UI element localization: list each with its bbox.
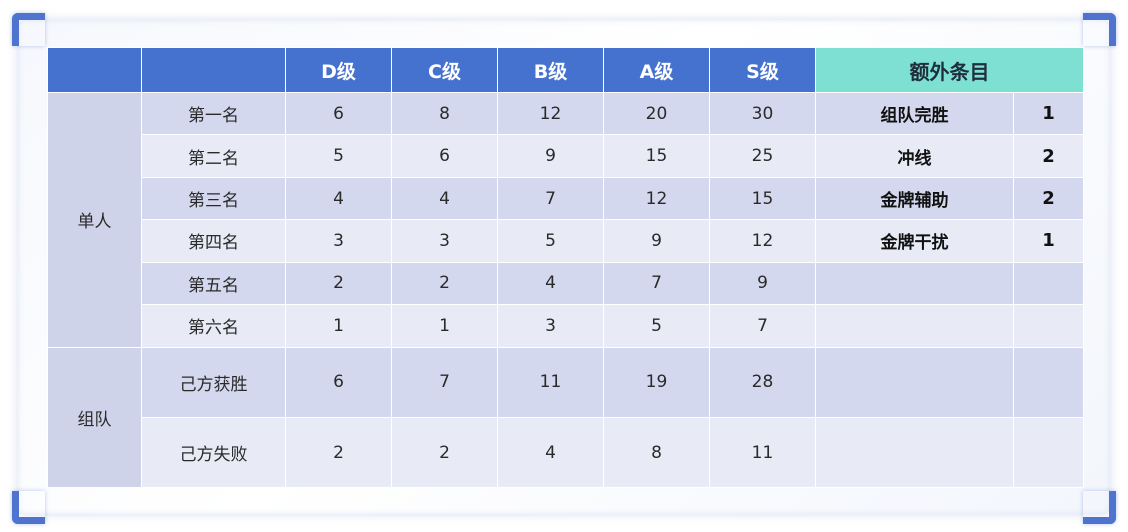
- bonus-value: [1013, 261, 1084, 306]
- score-cell: 4: [497, 261, 604, 306]
- score-cell: 12: [709, 219, 816, 263]
- rank-label: 第二名: [141, 134, 286, 178]
- score-cell: 4: [285, 176, 392, 221]
- rank-label: 第三名: [141, 176, 286, 221]
- score-cell: 20: [603, 91, 710, 136]
- table-row: 第五名 2 2 4 7 9: [48, 261, 1084, 306]
- score-cell: 4: [391, 176, 498, 221]
- header-empty-rank: [141, 47, 286, 93]
- bonus-value: [1013, 304, 1084, 348]
- bonus-name: [815, 304, 1014, 348]
- score-cell: 1: [285, 304, 392, 348]
- bonus-name: 冲线: [815, 134, 1014, 178]
- score-cell: 6: [285, 91, 392, 136]
- score-table: D级 C级 B级 A级 S级 额外条目 单人 第一名 6 8 12 20 30 …: [47, 47, 1084, 489]
- bonus-value: 1: [1013, 91, 1084, 136]
- group-label-team: 组队: [47, 346, 142, 489]
- score-cell: 11: [709, 417, 816, 488]
- score-cell: 2: [285, 417, 392, 488]
- table-row: 第四名 3 3 5 9 12 金牌干扰 1: [48, 219, 1084, 263]
- bonus-name: [815, 417, 1014, 488]
- bonus-name: 金牌辅助: [815, 176, 1014, 221]
- header-empty-group: [47, 47, 142, 93]
- score-cell: 7: [709, 304, 816, 348]
- header-grade-a: A级: [603, 47, 710, 93]
- score-cell: 25: [709, 134, 816, 178]
- corner-decoration-top-left: [12, 13, 45, 46]
- score-cell: 7: [391, 346, 498, 419]
- score-cell: 5: [603, 304, 710, 348]
- score-cell: 8: [391, 91, 498, 136]
- table-row: 第三名 4 4 7 12 15 金牌辅助 2: [48, 176, 1084, 221]
- score-cell: 3: [285, 219, 392, 263]
- score-cell: 12: [497, 91, 604, 136]
- group-label-solo: 单人: [47, 92, 142, 348]
- header-extra-items: 额外条目: [815, 47, 1084, 93]
- score-cell: 11: [497, 346, 604, 419]
- score-cell: 15: [709, 176, 816, 221]
- header-grade-s: S级: [709, 47, 816, 93]
- rank-label: 第六名: [141, 304, 286, 348]
- score-cell: 19: [603, 346, 710, 419]
- bonus-name: 组队完胜: [815, 91, 1014, 136]
- bonus-name: 金牌干扰: [815, 219, 1014, 263]
- header-row: D级 C级 B级 A级 S级 额外条目: [47, 47, 1084, 93]
- table-row: 第六名 1 1 3 5 7: [48, 304, 1084, 348]
- score-cell: 2: [391, 417, 498, 488]
- score-cell: 5: [497, 219, 604, 263]
- bonus-value: 2: [1013, 176, 1084, 221]
- score-cell: 7: [603, 261, 710, 306]
- rank-label: 第四名: [141, 219, 286, 263]
- score-cell: 6: [391, 134, 498, 178]
- score-cell: 3: [391, 219, 498, 263]
- score-cell: 28: [709, 346, 816, 419]
- score-cell: 2: [391, 261, 498, 306]
- score-cell: 9: [709, 261, 816, 306]
- corner-decoration-bottom-right: [1083, 491, 1116, 524]
- score-cell: 2: [285, 261, 392, 306]
- score-cell: 5: [285, 134, 392, 178]
- table-row: 第二名 5 6 9 15 25 冲线 2: [48, 134, 1084, 178]
- table-row: 单人 第一名 6 8 12 20 30 组队完胜 1: [47, 91, 1084, 348]
- header-grade-b: B级: [497, 47, 604, 93]
- score-cell: 9: [497, 134, 604, 178]
- bonus-name: [815, 346, 1014, 419]
- corner-decoration-bottom-left: [12, 491, 45, 524]
- bonus-value: [1013, 417, 1084, 488]
- bonus-value: 1: [1013, 219, 1084, 263]
- rank-label: 己方失败: [141, 417, 286, 488]
- bonus-value: 2: [1013, 134, 1084, 178]
- header-grade-d: D级: [285, 47, 392, 93]
- table-row: 组队 己方获胜 6 7 11 19 28: [47, 346, 1084, 489]
- rank-label: 第五名: [141, 261, 286, 306]
- score-cell: 7: [497, 176, 604, 221]
- score-cell: 3: [497, 304, 604, 348]
- score-cell: 4: [497, 417, 604, 488]
- score-cell: 9: [603, 219, 710, 263]
- table-row: 己方失败 2 2 4 8 11: [48, 417, 1084, 488]
- score-cell: 8: [603, 417, 710, 488]
- bonus-name: [815, 261, 1014, 306]
- rank-label: 第一名: [141, 91, 286, 136]
- bonus-value: [1013, 346, 1084, 419]
- corner-decoration-top-right: [1083, 13, 1116, 46]
- score-cell: 6: [285, 346, 392, 419]
- header-grade-c: C级: [391, 47, 498, 93]
- score-cell: 15: [603, 134, 710, 178]
- score-cell: 1: [391, 304, 498, 348]
- score-cell: 30: [709, 91, 816, 136]
- rank-label: 己方获胜: [141, 346, 286, 419]
- score-cell: 12: [603, 176, 710, 221]
